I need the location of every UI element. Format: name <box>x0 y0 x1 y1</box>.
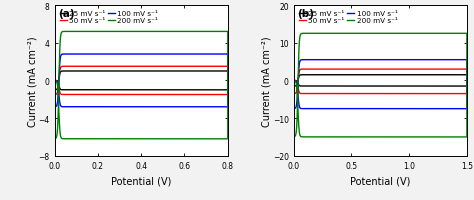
25 mV s⁻¹ <box>78 70 83 73</box>
200 mV s⁻¹ <box>430 33 436 35</box>
25 mV s⁻¹ <box>225 89 231 92</box>
100 mV s⁻¹ <box>155 106 160 108</box>
25 mV s⁻¹ <box>291 80 296 82</box>
200 mV s⁻¹ <box>393 136 399 138</box>
Line: 200 mV s⁻¹: 200 mV s⁻¹ <box>293 34 467 137</box>
100 mV s⁻¹ <box>433 59 439 62</box>
25 mV s⁻¹ <box>433 74 439 77</box>
25 mV s⁻¹ <box>122 70 128 73</box>
50 mV s⁻¹ <box>393 93 399 95</box>
100 mV s⁻¹ <box>393 108 399 110</box>
25 mV s⁻¹ <box>155 89 160 92</box>
100 mV s⁻¹ <box>194 54 200 56</box>
50 mV s⁻¹ <box>394 93 400 95</box>
100 mV s⁻¹ <box>206 54 212 56</box>
Y-axis label: Current (mA cm⁻²): Current (mA cm⁻²) <box>27 36 37 126</box>
50 mV s⁻¹ <box>154 94 159 96</box>
200 mV s⁻¹ <box>206 31 212 33</box>
25 mV s⁻¹ <box>52 80 57 82</box>
200 mV s⁻¹ <box>154 138 159 140</box>
200 mV s⁻¹ <box>464 136 470 138</box>
25 mV s⁻¹ <box>464 85 470 88</box>
25 mV s⁻¹ <box>206 70 212 73</box>
50 mV s⁻¹ <box>225 94 231 96</box>
100 mV s⁻¹ <box>464 108 470 110</box>
50 mV s⁻¹ <box>291 80 296 82</box>
Legend: 25 mV s⁻¹, 50 mV s⁻¹, 100 mV s⁻¹, 200 mV s⁻¹: 25 mV s⁻¹, 50 mV s⁻¹, 100 mV s⁻¹, 200 mV… <box>297 10 399 26</box>
100 mV s⁻¹ <box>291 80 296 82</box>
100 mV s⁻¹ <box>52 80 57 82</box>
100 mV s⁻¹ <box>122 54 128 56</box>
25 mV s⁻¹ <box>394 85 400 88</box>
100 mV s⁻¹ <box>154 106 159 108</box>
200 mV s⁻¹ <box>446 33 451 35</box>
Line: 100 mV s⁻¹: 100 mV s⁻¹ <box>55 55 228 107</box>
100 mV s⁻¹ <box>291 108 296 110</box>
Line: 200 mV s⁻¹: 200 mV s⁻¹ <box>55 32 228 139</box>
25 mV s⁻¹ <box>430 74 436 77</box>
200 mV s⁻¹ <box>191 31 196 33</box>
50 mV s⁻¹ <box>317 69 322 71</box>
25 mV s⁻¹ <box>291 85 296 88</box>
50 mV s⁻¹ <box>361 69 366 71</box>
50 mV s⁻¹ <box>291 93 296 95</box>
X-axis label: Potential (V): Potential (V) <box>111 175 171 185</box>
Line: 50 mV s⁻¹: 50 mV s⁻¹ <box>55 67 228 95</box>
100 mV s⁻¹ <box>78 54 83 56</box>
200 mV s⁻¹ <box>291 136 296 138</box>
200 mV s⁻¹ <box>52 80 57 82</box>
50 mV s⁻¹ <box>52 80 57 82</box>
Text: (b): (b) <box>297 9 314 19</box>
200 mV s⁻¹ <box>361 33 366 35</box>
200 mV s⁻¹ <box>78 31 83 33</box>
200 mV s⁻¹ <box>317 33 322 35</box>
25 mV s⁻¹ <box>393 85 399 88</box>
Line: 100 mV s⁻¹: 100 mV s⁻¹ <box>293 60 467 109</box>
50 mV s⁻¹ <box>430 69 436 71</box>
25 mV s⁻¹ <box>154 89 159 92</box>
50 mV s⁻¹ <box>122 66 128 68</box>
50 mV s⁻¹ <box>78 66 83 68</box>
Line: 25 mV s⁻¹: 25 mV s⁻¹ <box>293 75 467 87</box>
50 mV s⁻¹ <box>155 94 160 96</box>
50 mV s⁻¹ <box>446 69 451 71</box>
200 mV s⁻¹ <box>225 138 231 140</box>
25 mV s⁻¹ <box>194 70 200 73</box>
Line: 50 mV s⁻¹: 50 mV s⁻¹ <box>293 70 467 94</box>
100 mV s⁻¹ <box>430 59 436 62</box>
50 mV s⁻¹ <box>52 94 57 96</box>
Legend: 25 mV s⁻¹, 50 mV s⁻¹, 100 mV s⁻¹, 200 mV s⁻¹: 25 mV s⁻¹, 50 mV s⁻¹, 100 mV s⁻¹, 200 mV… <box>58 10 160 26</box>
200 mV s⁻¹ <box>52 138 57 140</box>
Y-axis label: Current (mA cm⁻²): Current (mA cm⁻²) <box>261 36 272 126</box>
100 mV s⁻¹ <box>191 54 196 56</box>
50 mV s⁻¹ <box>206 66 212 68</box>
X-axis label: Potential (V): Potential (V) <box>350 175 410 185</box>
50 mV s⁻¹ <box>194 66 200 68</box>
100 mV s⁻¹ <box>225 106 231 108</box>
100 mV s⁻¹ <box>361 59 366 62</box>
200 mV s⁻¹ <box>291 80 296 82</box>
Text: (a): (a) <box>58 9 74 19</box>
200 mV s⁻¹ <box>155 138 160 140</box>
100 mV s⁻¹ <box>317 59 322 62</box>
50 mV s⁻¹ <box>433 69 439 71</box>
100 mV s⁻¹ <box>52 106 57 108</box>
200 mV s⁻¹ <box>394 136 400 138</box>
200 mV s⁻¹ <box>194 31 200 33</box>
25 mV s⁻¹ <box>317 74 322 77</box>
25 mV s⁻¹ <box>446 74 451 77</box>
25 mV s⁻¹ <box>191 70 196 73</box>
25 mV s⁻¹ <box>52 89 57 92</box>
Line: 25 mV s⁻¹: 25 mV s⁻¹ <box>55 72 228 90</box>
100 mV s⁻¹ <box>394 108 400 110</box>
50 mV s⁻¹ <box>191 66 196 68</box>
25 mV s⁻¹ <box>361 74 366 77</box>
200 mV s⁻¹ <box>433 33 439 35</box>
200 mV s⁻¹ <box>122 31 128 33</box>
50 mV s⁻¹ <box>464 93 470 95</box>
100 mV s⁻¹ <box>446 59 451 62</box>
